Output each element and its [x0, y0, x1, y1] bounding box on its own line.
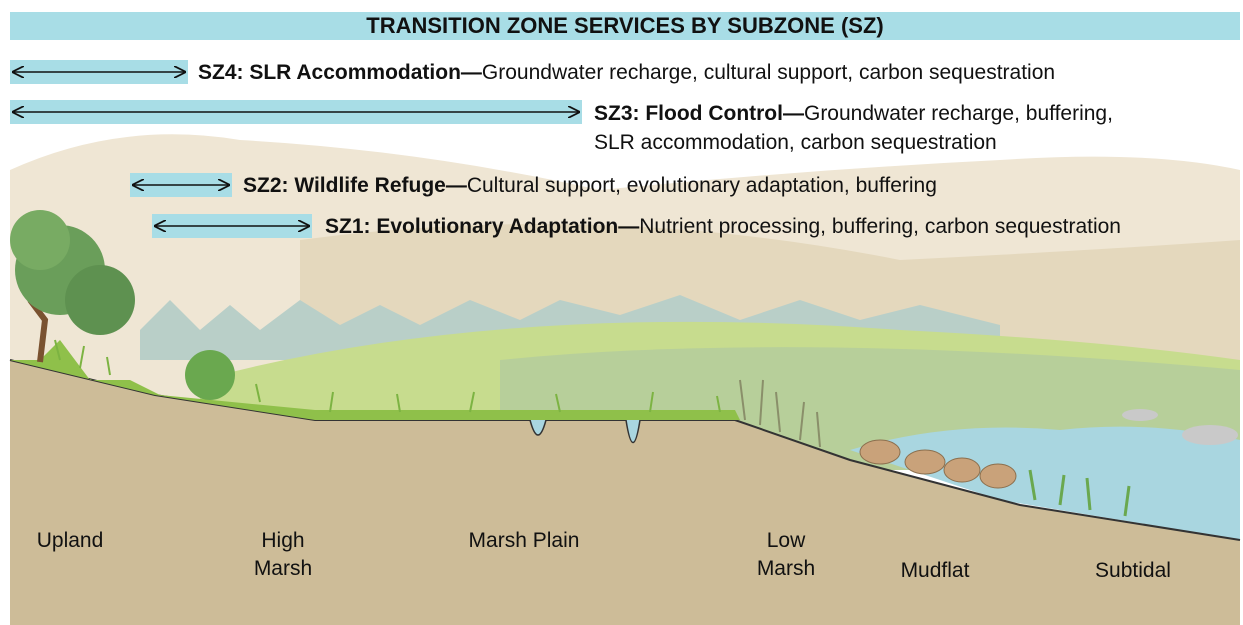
- zone-label: Mudflat: [901, 559, 970, 582]
- subzone-text: SLR accommodation, carbon sequestration: [594, 131, 997, 154]
- subzone-text: SZ4: SLR Accommodation—Groundwater recha…: [198, 61, 1055, 84]
- zone-label: Upland: [37, 529, 104, 552]
- subzone-text: SZ2: Wildlife Refuge—Cultural support, e…: [243, 174, 937, 197]
- landscape: [10, 134, 1240, 625]
- title: TRANSITION ZONE SERVICES BY SUBZONE (SZ): [366, 13, 883, 38]
- subzone-text: SZ3: Flood Control—Groundwater recharge,…: [594, 102, 1113, 125]
- zone-label: Low: [767, 529, 806, 552]
- text-part: Groundwater recharge, cultural support, …: [482, 61, 1055, 84]
- text-part: SZ3: Flood Control—: [594, 102, 804, 125]
- text-part: SZ2: Wildlife Refuge—: [243, 174, 467, 197]
- text-part: Groundwater recharge, buffering,: [804, 102, 1113, 125]
- zone-label: High: [261, 529, 304, 552]
- zone-label: Marsh Plain: [469, 529, 580, 552]
- text-part: SZ1: Evolutionary Adaptation—: [325, 215, 639, 238]
- diagram: TRANSITION ZONE SERVICES BY SUBZONE (SZ)…: [0, 0, 1243, 625]
- subzone-text: SZ1: Evolutionary Adaptation—Nutrient pr…: [325, 215, 1121, 238]
- text-part: Cultural support, evolutionary adaptatio…: [467, 174, 937, 197]
- zone-label: Subtidal: [1095, 559, 1171, 582]
- zone-label: Marsh: [757, 557, 815, 580]
- text-part: Nutrient processing, buffering, carbon s…: [639, 215, 1121, 238]
- text-part: SZ4: SLR Accommodation—: [198, 61, 482, 84]
- zone-label: Marsh: [254, 557, 312, 580]
